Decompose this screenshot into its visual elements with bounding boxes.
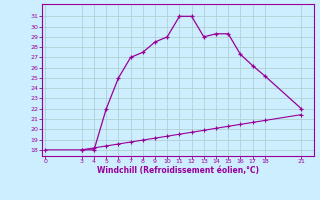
X-axis label: Windchill (Refroidissement éolien,°C): Windchill (Refroidissement éolien,°C): [97, 166, 259, 175]
